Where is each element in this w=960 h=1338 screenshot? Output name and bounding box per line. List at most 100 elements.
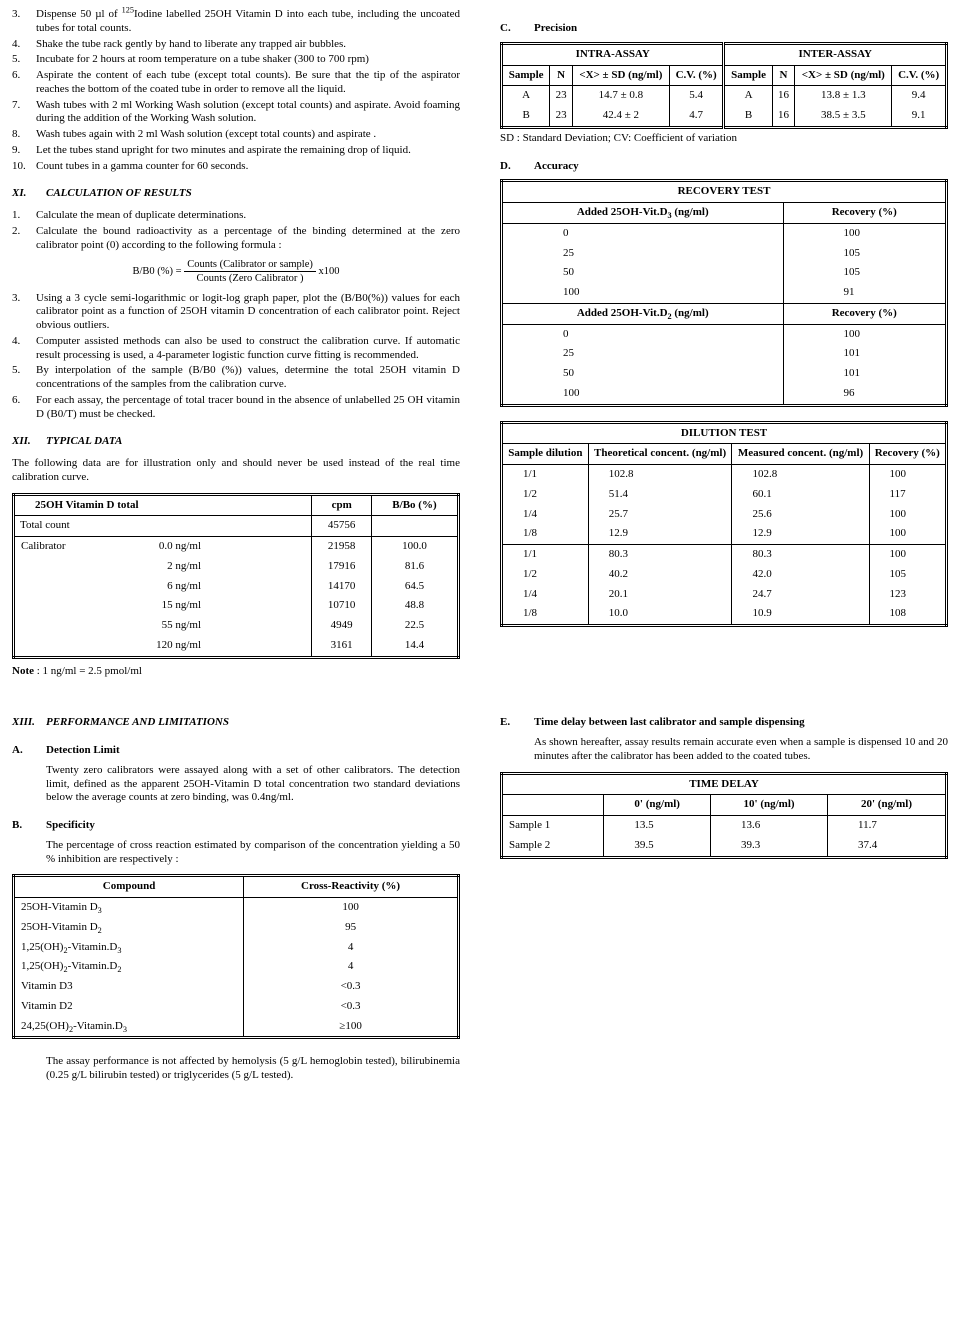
- recovery-table: RECOVERY TEST Added 25OH-Vit.D3 (ng/ml) …: [500, 179, 948, 406]
- table-row: Calibrator0.0 ng/ml21958100.0: [14, 537, 459, 557]
- section-title: TYPICAL DATA: [46, 435, 122, 449]
- th: <X> ± SD (ng/ml): [795, 65, 892, 86]
- section-title: PERFORMANCE AND LIMITATIONS: [46, 716, 229, 730]
- left-column: 3.Dispense 50 µl of 125Iodine labelled 2…: [12, 8, 460, 678]
- sub-body: As shown hereafter, assay results remain…: [534, 736, 948, 764]
- formula-prefix: B/B0 (%) =: [132, 266, 181, 277]
- list-item: 6.Aspirate the content of each tube (exc…: [12, 69, 460, 97]
- list-item: 10.Count tubes in a gamma counter for 60…: [12, 160, 460, 174]
- sub-title: Accuracy: [534, 160, 579, 174]
- sub-title: Detection Limit: [46, 744, 120, 758]
- table-row: 1/251.460.1117: [502, 485, 947, 505]
- timedelay-table: TIME DELAY 0' (ng/ml) 10' (ng/ml) 20' (n…: [500, 772, 948, 859]
- typical-table: 25OH Vitamin D total cpm B/Bo (%) Total …: [12, 493, 460, 659]
- top-columns: 3.Dispense 50 µl of 125Iodine labelled 2…: [12, 8, 948, 678]
- sub-e-head: E. Time delay between last calibrator an…: [500, 716, 948, 730]
- table-row: 55 ng/ml494922.5: [14, 616, 459, 636]
- table-row: 25101: [502, 344, 947, 364]
- precision-table: INTRA-ASSAY INTER-ASSAY Sample N <X> ± S…: [500, 42, 948, 129]
- th: Sample: [502, 65, 550, 86]
- table-row: 1/240.242.0105: [502, 565, 947, 585]
- sub-d-head: D. Accuracy: [500, 160, 948, 174]
- th: 0' (ng/ml): [604, 795, 711, 816]
- table-row: 6 ng/ml1417064.5: [14, 577, 459, 597]
- precision-footer: SD : Standard Deviation; CV: Coefficient…: [500, 132, 948, 146]
- table-row: 15 ng/ml1071048.8: [14, 596, 459, 616]
- th: B/Bo (%): [371, 494, 458, 516]
- list-item: 5.By interpolation of the sample (B/B0 (…: [12, 364, 460, 392]
- section-roman: XII.: [12, 435, 46, 449]
- list-item: 2.Calculate the bound radioactivity as a…: [12, 225, 460, 253]
- th: Sample: [724, 65, 772, 86]
- sub-title: Time delay between last calibrator and s…: [534, 716, 805, 730]
- list-item: 6.For each assay, the percentage of tota…: [12, 394, 460, 422]
- th: 20' (ng/ml): [828, 795, 947, 816]
- table-row: 25OH-Vitamin D3100: [14, 898, 459, 918]
- th: Cross-Reactivity (%): [244, 876, 459, 898]
- th: 10' (ng/ml): [711, 795, 828, 816]
- typical-note: Note : 1 ng/ml = 2.5 pmol/ml: [12, 665, 460, 679]
- th: RECOVERY TEST: [502, 181, 947, 203]
- table-row: 50101: [502, 364, 947, 384]
- td: 45756: [312, 516, 372, 537]
- section-xi-head: XI. CALCULATION OF RESULTS: [12, 187, 460, 201]
- list-item: 8.Wash tubes again with 2 ml Wash soluti…: [12, 128, 460, 142]
- th: N: [772, 65, 795, 86]
- table-row: 1/1102.8102.8100: [502, 465, 947, 485]
- list-item: 4.Shake the tube rack gently by hand to …: [12, 38, 460, 52]
- specificity-table: Compound Cross-Reactivity (%) 25OH-Vitam…: [12, 874, 460, 1039]
- spec-footer: The assay performance is not affected by…: [46, 1055, 460, 1083]
- section-roman: XIII.: [12, 716, 46, 730]
- left-column-2: XIII. PERFORMANCE AND LIMITATIONS A. Det…: [12, 702, 460, 1083]
- table-row: 0100: [502, 223, 947, 243]
- dilution-table: DILUTION TEST Sample dilution Theoretica…: [500, 421, 948, 628]
- sub-title: Specificity: [46, 819, 95, 833]
- section-xii-head: XII. TYPICAL DATA: [12, 435, 460, 449]
- th: N: [550, 65, 573, 86]
- th: Recovery (%): [869, 444, 946, 465]
- list-item: 3.Dispense 50 µl of 125Iodine labelled 2…: [12, 8, 460, 36]
- sub-b-head: B. Specificity: [12, 819, 460, 833]
- table-row: 1/810.010.9108: [502, 604, 947, 625]
- sub-title: Precision: [534, 22, 577, 36]
- section-title: CALCULATION OF RESULTS: [46, 187, 192, 201]
- list-item: 1.Calculate the mean of duplicate determ…: [12, 209, 460, 223]
- sub-letter: B.: [12, 819, 46, 833]
- list-item: 7.Wash tubes with 2 ml Working Wash solu…: [12, 99, 460, 127]
- th: TIME DELAY: [502, 773, 947, 795]
- th: Measured concent. (ng/ml): [732, 444, 869, 465]
- table-row: 2 ng/ml1791681.6: [14, 557, 459, 577]
- formula: B/B0 (%) = Counts (Calibrator or sample)…: [12, 258, 460, 285]
- table-row: 10096: [502, 384, 947, 405]
- list-item: 5.Incubate for 2 hours at room temperatu…: [12, 53, 460, 67]
- th: <X> ± SD (ng/ml): [572, 65, 669, 86]
- table-row: Sample 239.539.337.4: [502, 836, 947, 857]
- sub-letter: A.: [12, 744, 46, 758]
- th: Added 25OH-Vit.D3 (ng/ml): [502, 203, 784, 224]
- sub-a-head: A. Detection Limit: [12, 744, 460, 758]
- right-column-2: E. Time delay between last calibrator an…: [500, 702, 948, 1083]
- list-item: 4.Computer assisted methods can also be …: [12, 335, 460, 363]
- table-row: 1/420.124.7123: [502, 585, 947, 605]
- sub-c-head: C. Precision: [500, 22, 948, 36]
- table-row: 25OH-Vitamin D295: [14, 918, 459, 938]
- table-row: A2314.7 ± 0.85.4A1613.8 ± 1.39.4: [502, 86, 947, 106]
- th: cpm: [312, 494, 372, 516]
- formula-suffix: x100: [319, 266, 340, 277]
- typical-intro: The following data are for illustration …: [12, 457, 460, 485]
- table-row: Vitamin D2<0.3: [14, 997, 459, 1017]
- table-row: 1,25(OH)2-Vitamin.D34: [14, 938, 459, 958]
- formula-top: Counts (Calibrator or sample): [184, 258, 316, 272]
- formula-bot: Counts (Zero Calibrator ): [184, 272, 316, 285]
- th: C.V. (%): [669, 65, 724, 86]
- th: INTER-ASSAY: [724, 43, 947, 65]
- note-label: Note: [12, 665, 34, 677]
- list-item: 9.Let the tubes stand upright for two mi…: [12, 144, 460, 158]
- table-row: 1/180.380.3100: [502, 545, 947, 565]
- list-item: 3.Using a 3 cycle semi-logarithmic or lo…: [12, 292, 460, 333]
- sub-body: Twenty zero calibrators were assayed alo…: [46, 764, 460, 805]
- th: Sample dilution: [502, 444, 589, 465]
- table-row: Vitamin D3<0.3: [14, 977, 459, 997]
- sub-letter: C.: [500, 22, 534, 36]
- td: [371, 516, 458, 537]
